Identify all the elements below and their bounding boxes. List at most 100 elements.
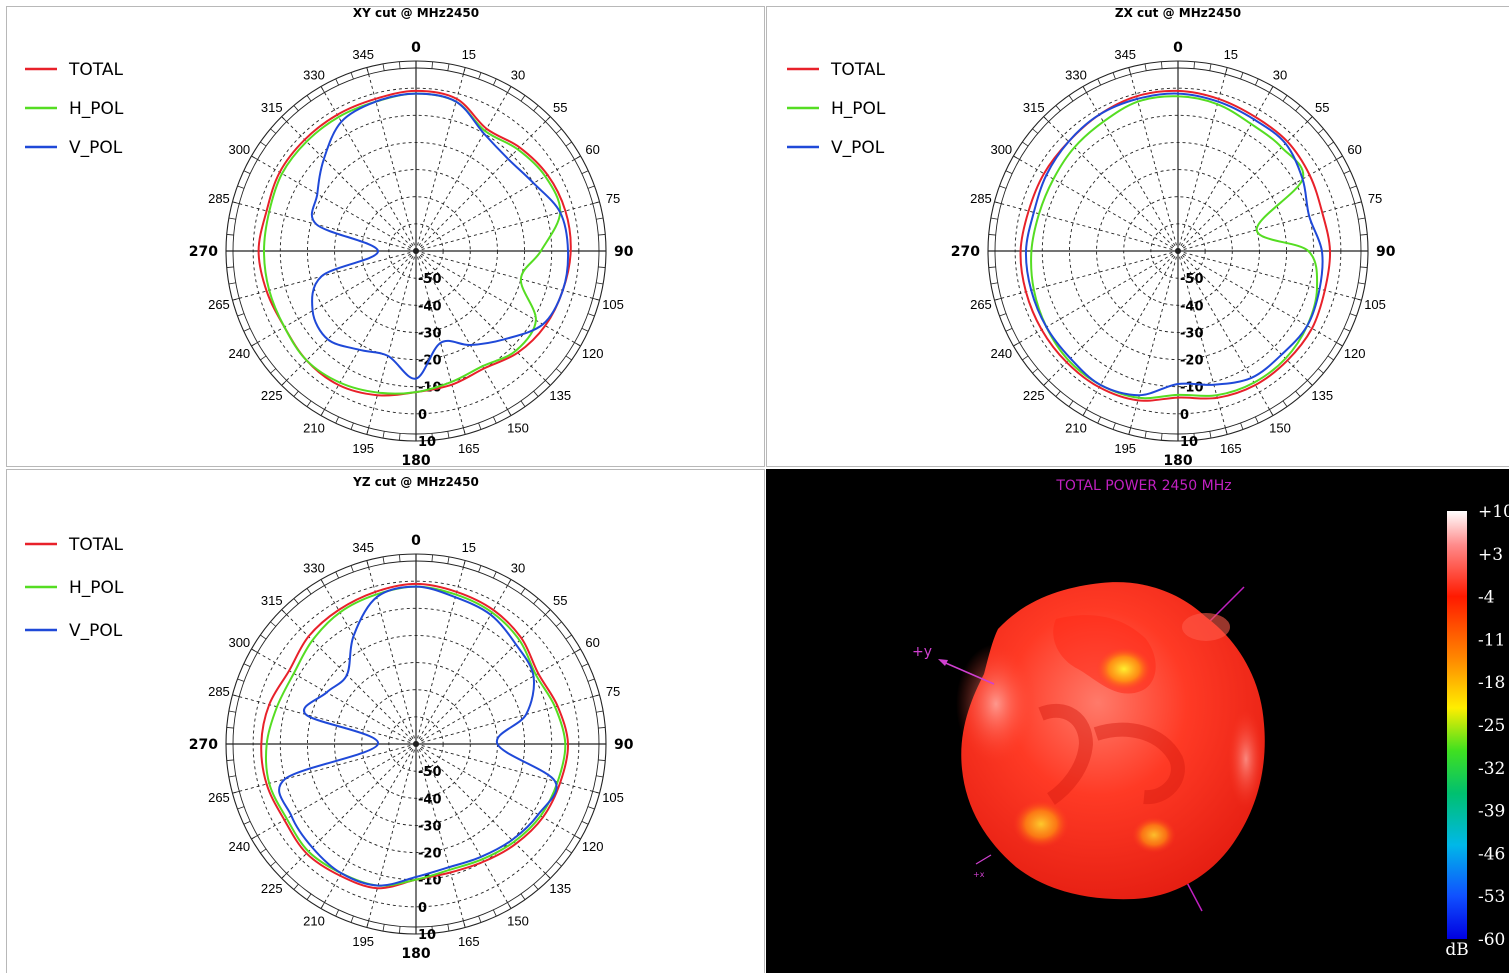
angle-tick-label: 210 [303,421,325,436]
rim-tick [478,565,482,573]
rim-tick [462,560,466,568]
xy-cut-panel: XY cut @ MHz2450 0 15 30 55 60 75 90 105 120 135 15… [6,6,765,469]
legend-label: V_POL [831,138,885,158]
rim-tick [1327,355,1334,361]
colorbar-tick-label: -46 [1478,844,1505,864]
angle-tick-label: 90 [614,737,634,753]
rim-tick [270,621,277,627]
grid-spoke [1177,86,1274,252]
grid-spoke [1177,116,1313,252]
grid-spoke [1013,155,1179,252]
rim-tick [306,588,312,595]
rim-tick [335,571,340,579]
angle-tick-label: 195 [352,934,374,949]
angle-tick-label: 285 [208,684,230,699]
radial-tick-label: -30 [418,819,442,834]
rim-tick [1112,422,1116,430]
grid-spoke [415,116,551,252]
angle-tick-label: 0 [1173,40,1183,56]
rim-tick [592,694,600,698]
rim-tick [243,820,251,825]
colorbar-tick-label: -53 [1478,887,1505,907]
rim-tick [492,571,497,579]
rim-tick [281,873,287,879]
rim-tick [1343,170,1351,175]
rim-tick [281,380,287,386]
series-line-v-pol [1024,92,1324,397]
colorbar-tick-label: -32 [1478,759,1505,779]
rim-tick [1068,400,1074,407]
angle-tick-label: 180 [401,453,430,469]
angle-tick-label: 300 [228,635,250,650]
angle-tick-label: 270 [951,244,980,260]
radial-tick-label: -20 [418,847,442,862]
rim-tick [990,282,998,285]
rim-tick [478,72,482,80]
rim-tick [350,422,354,430]
grid-spoke [415,201,600,252]
rim-tick [1327,141,1334,147]
angle-tick-label: 240 [228,839,250,854]
rim-tick [228,775,236,778]
rim-tick [228,217,236,220]
rim-tick [447,63,450,71]
rim-tick [270,128,277,134]
rim-tick [232,790,240,794]
rim-tick [598,234,606,236]
radial-tick-label: -50 [418,765,442,780]
angle-tick-label: 345 [352,47,374,62]
grid-spoke [1177,250,1228,435]
angle-tick-label: 345 [1114,47,1136,62]
rim-tick [492,909,497,917]
rim-tick [1360,266,1368,268]
grid-spoke [415,648,581,745]
rim-tick [232,297,240,301]
rim-tick [1013,155,1020,160]
legend-label: V_POL [69,138,123,158]
rim-tick [399,926,401,934]
x-axis-line [975,854,992,865]
colorbar [1447,511,1467,939]
rim-tick [226,234,234,236]
angle-tick-label: 315 [261,100,283,115]
grid-spoke [415,694,600,745]
angle-tick-label: 30 [511,560,525,575]
rim-tick [478,915,482,923]
zx-cut-panel: ZX cut @ MHz2450 0 15 30 55 60 75 90 105 120 135 15… [766,6,1509,469]
series-line-v-pol [310,92,570,380]
angle-tick-label: 60 [585,142,599,157]
rim-tick [507,902,512,909]
rim-tick [1022,355,1029,361]
angle-tick-label: 75 [1368,191,1382,206]
grid-spoke [415,250,466,435]
legend-label: V_POL [69,621,123,641]
colorbar-tick-label: -60 [1478,930,1505,950]
rim-tick [462,920,466,928]
angle-tick-label: 285 [970,191,992,206]
radial-tick-label: 10 [418,928,436,943]
grid-spoke [251,648,417,745]
rim-tick [533,598,539,605]
rim-tick [281,609,287,615]
rim-tick [565,141,572,147]
rim-tick [281,116,287,122]
rim-tick [1358,282,1366,285]
angle-tick-label: 165 [458,441,480,456]
rim-tick [555,861,562,867]
rim-tick [260,355,267,361]
series-line-h-pol [262,92,562,395]
rim-tick [555,128,562,134]
rim-tick [228,710,236,713]
angle-tick-label: 285 [208,191,230,206]
angle-tick-label: 0 [411,533,421,549]
rim-tick [237,185,245,189]
rim-tick [1043,380,1049,386]
radial-tick-label: 10 [418,435,436,450]
grid-spoke [415,86,512,252]
rim-tick [350,72,354,80]
rim-tick [581,820,589,825]
rim-tick [1097,78,1102,86]
polar-grid [987,60,1369,442]
angle-tick-label: 225 [261,388,283,403]
legend-label: H_POL [69,99,124,119]
